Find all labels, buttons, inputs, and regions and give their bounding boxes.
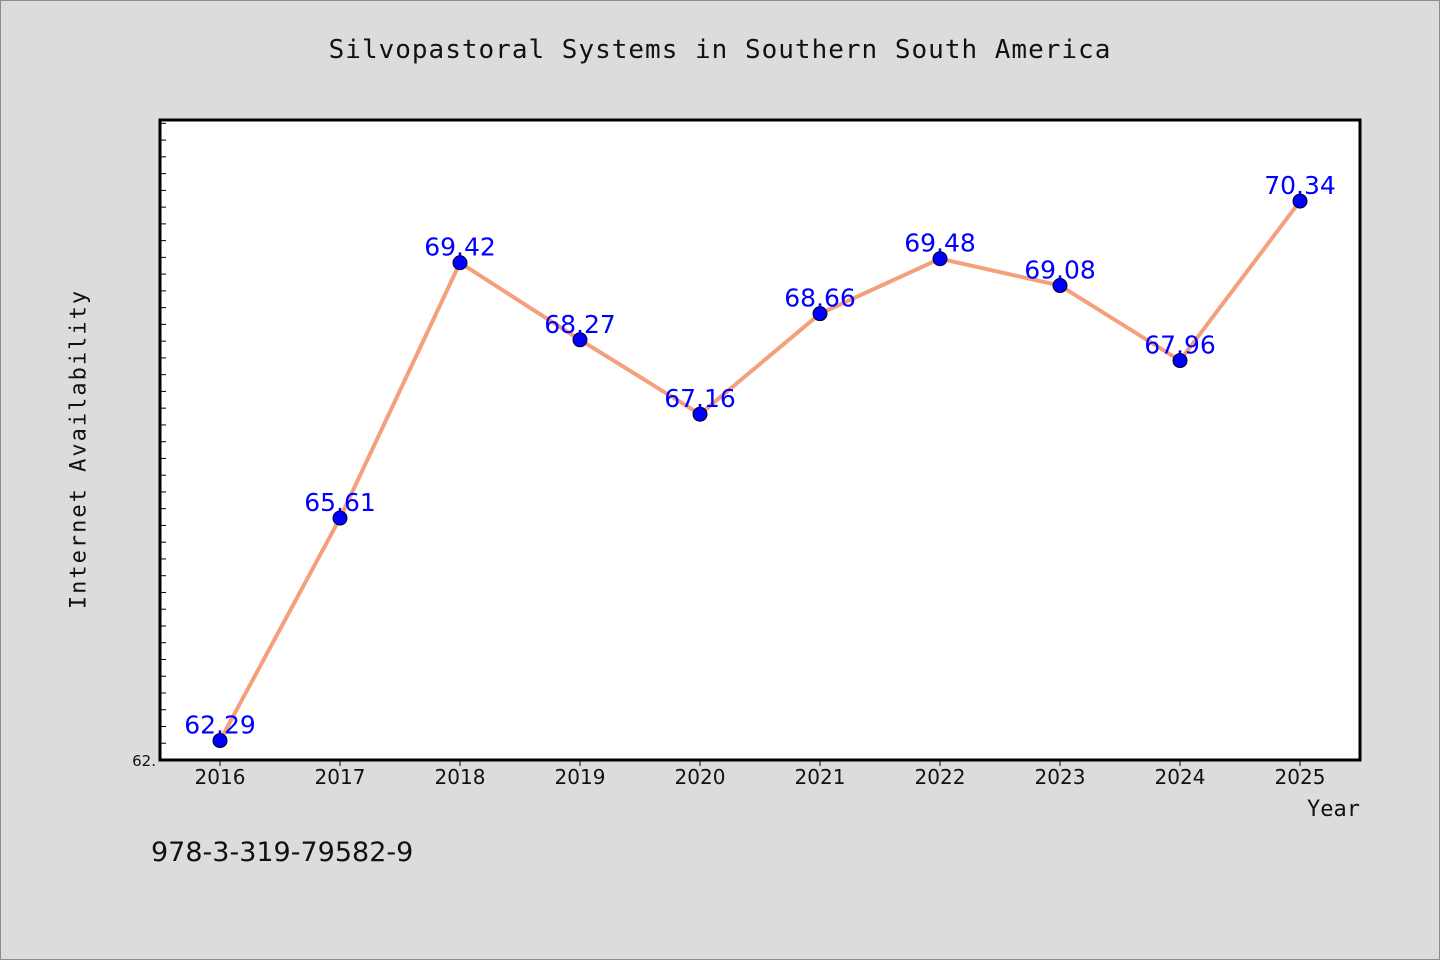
x-tick-label: 2018 — [435, 765, 486, 789]
plot-border — [158, 118, 1362, 762]
x-tick-label: 2016 — [195, 765, 246, 789]
data-point — [692, 406, 708, 422]
data-point — [1052, 278, 1068, 294]
footer-code: 978-3-319-79582-9 — [151, 837, 414, 868]
x-tick-label: 2024 — [1155, 765, 1206, 789]
data-point — [1292, 193, 1308, 209]
data-point — [332, 510, 348, 526]
y-tick-label: 62. — [132, 752, 156, 770]
x-tick-label: 2025 — [1275, 765, 1326, 789]
chart-title: Silvopastoral Systems in Southern South … — [328, 35, 1112, 65]
x-tick-label: 2023 — [1035, 765, 1086, 789]
data-point — [812, 306, 828, 322]
x-tick-label: 2019 — [555, 765, 606, 789]
data-point — [932, 251, 948, 267]
x-tick-label: 2017 — [315, 765, 366, 789]
data-point — [212, 733, 228, 749]
x-tick-label: 2022 — [915, 765, 966, 789]
series-line — [218, 199, 1302, 743]
plot-area: 2016 2017 2018 2019 2020 2021 2022 2023 2024 2025… — [132, 118, 1362, 789]
data-point — [572, 332, 588, 348]
data-point — [1172, 353, 1188, 369]
x-axis-label: Year — [1307, 797, 1360, 822]
data-point — [452, 255, 468, 271]
x-tick-label: 2020 — [675, 765, 726, 789]
x-tick-label: 2021 — [795, 765, 846, 789]
plot-background — [160, 120, 1360, 760]
